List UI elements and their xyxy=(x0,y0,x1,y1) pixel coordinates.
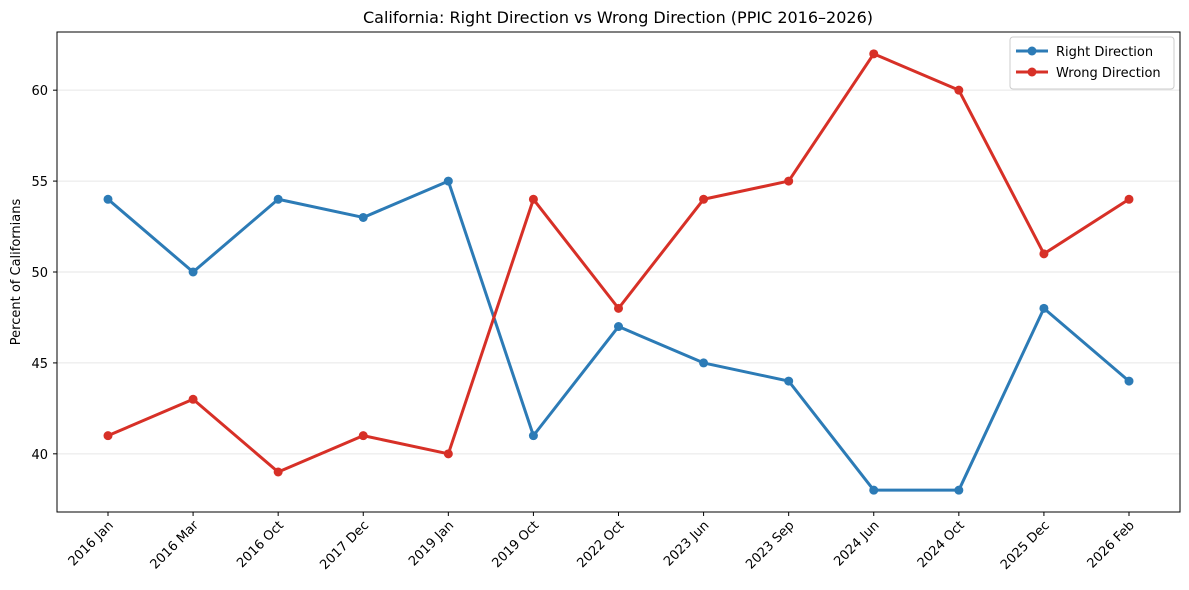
data-point xyxy=(1124,376,1134,386)
data-point xyxy=(614,322,623,332)
series-0 xyxy=(103,176,1134,495)
data-point xyxy=(614,303,623,313)
legend-label: Wrong Direction xyxy=(1056,66,1161,81)
x-tick-label: 2026 Feb xyxy=(1085,518,1138,571)
x-tick-label: 2016 Oct xyxy=(234,518,287,571)
series-layer xyxy=(103,49,1134,495)
x-tick-label: 2022 Oct xyxy=(575,518,628,571)
y-tick-label: 50 xyxy=(31,266,48,281)
legend-label: Right Direction xyxy=(1056,45,1153,60)
data-point xyxy=(528,194,538,204)
data-point xyxy=(103,194,113,204)
data-point xyxy=(784,376,794,386)
x-tick-label: 2016 Jan xyxy=(66,518,117,569)
x-tick-label: 2023 Jun xyxy=(661,518,712,569)
legend-swatch-marker xyxy=(1027,67,1037,77)
data-point xyxy=(273,194,283,204)
data-point xyxy=(273,467,283,477)
x-tick-label: 2025 Dec xyxy=(998,518,1053,573)
x-tick-label: 2024 Jun xyxy=(831,518,882,569)
y-axis-title: Percent of Californians xyxy=(9,199,24,346)
chart-title: California: Right Direction vs Wrong Dir… xyxy=(363,8,873,27)
x-tick-label: 2016 Mar xyxy=(148,518,203,573)
data-point xyxy=(443,176,453,186)
legend-swatch-marker xyxy=(1027,46,1037,56)
legend-frame xyxy=(1009,36,1175,90)
series-line xyxy=(107,179,1130,492)
data-point xyxy=(699,194,709,204)
data-point xyxy=(1124,194,1134,204)
series-line xyxy=(107,52,1130,474)
y-tick-label: 40 xyxy=(31,448,48,463)
series-1 xyxy=(103,49,1134,477)
data-point xyxy=(103,431,113,441)
data-point xyxy=(869,49,879,59)
data-point xyxy=(1039,303,1049,313)
data-point xyxy=(188,394,198,404)
x-tick-label: 2017 Dec xyxy=(317,518,372,573)
x-tick-label: 2019 Jan xyxy=(406,518,457,569)
data-point xyxy=(954,85,964,95)
y-tick-label: 55 xyxy=(31,175,48,190)
data-point xyxy=(528,431,538,441)
data-point xyxy=(869,485,879,495)
x-tick-label: 2023 Sep xyxy=(743,518,797,572)
x-tick-label: 2019 Oct xyxy=(489,518,542,571)
axes: 40 45 50 55 60 2016 Jan 2016 Mar 2016 Oct 2017 D… xyxy=(31,84,1137,573)
data-point xyxy=(954,485,964,495)
x-tick-label: 2024 Oct xyxy=(915,518,968,571)
y-tick-label: 45 xyxy=(31,357,48,372)
data-point xyxy=(784,176,794,186)
data-point xyxy=(358,212,368,222)
data-point xyxy=(699,358,709,368)
data-point xyxy=(188,267,198,277)
data-point xyxy=(443,449,453,459)
y-tick-label: 60 xyxy=(31,84,48,99)
gridlines xyxy=(57,89,1180,455)
data-point xyxy=(1039,249,1049,259)
legend: Right Direction Wrong Direction xyxy=(1009,36,1175,90)
data-point xyxy=(358,431,368,441)
